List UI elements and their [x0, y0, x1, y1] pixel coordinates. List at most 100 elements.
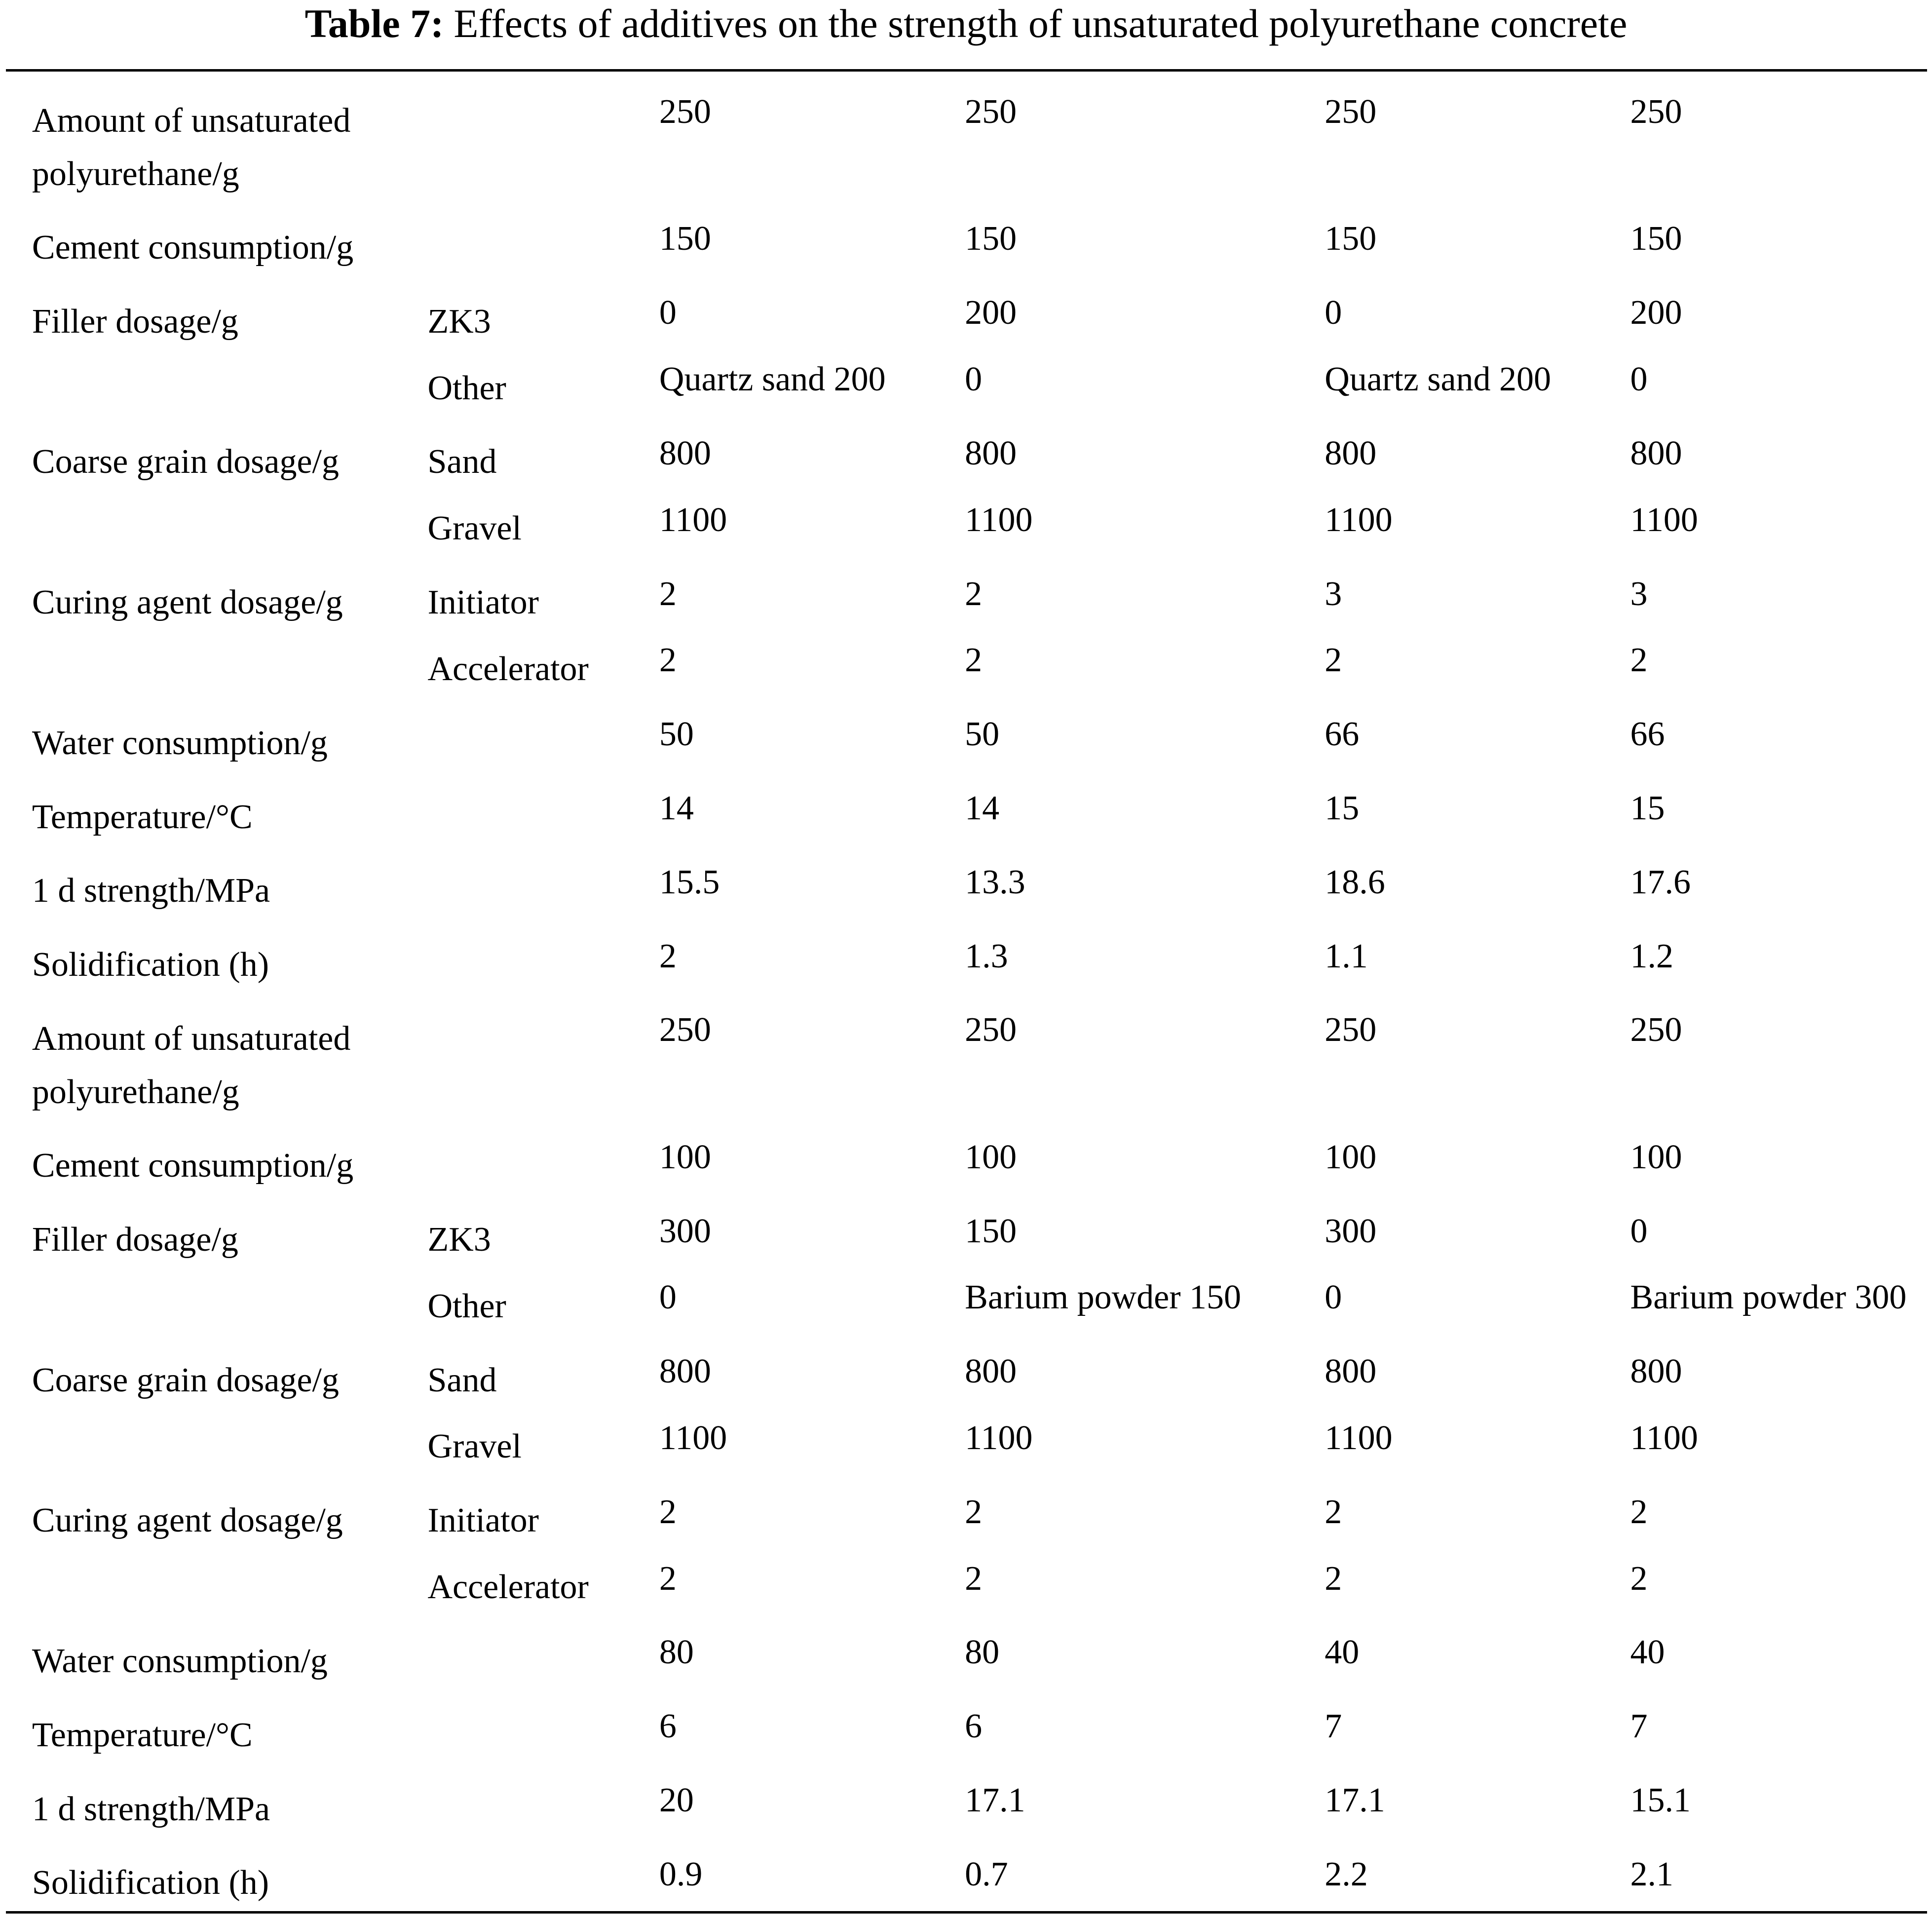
cell-value: 150	[965, 1212, 1017, 1250]
cell-value: 0	[659, 1278, 677, 1317]
cell-value: 150	[659, 220, 711, 258]
cell-value: 1100	[659, 500, 727, 539]
cell-value: 1.1	[1325, 937, 1368, 975]
cell-value: 14	[965, 789, 1000, 828]
cell-value: 2	[1325, 1559, 1342, 1598]
cell-value: 17.6	[1630, 863, 1691, 901]
cell-value: 17.1	[1325, 1781, 1385, 1820]
cell-value: 15.5	[659, 863, 720, 901]
cell-value: 2.2	[1325, 1855, 1368, 1893]
table-caption: Table 7: Effects of additives on the stre…	[0, 0, 1932, 47]
cell-value: Barium powder 150	[965, 1278, 1242, 1317]
cell-value: 800	[659, 434, 711, 472]
cell-value: 1100	[965, 500, 1033, 539]
cell-value: 100	[965, 1138, 1017, 1176]
row-sublabel: Initiator	[427, 1501, 539, 1540]
cell-value: 250	[965, 1011, 1017, 1049]
cell-value: 13.3	[965, 863, 1025, 901]
cell-value: 2.1	[1630, 1855, 1674, 1893]
cell-value: 150	[965, 220, 1017, 258]
cell-value: 0	[659, 294, 677, 332]
cell-value: 0	[1630, 1212, 1648, 1250]
cell-value: 2	[965, 575, 983, 613]
cell-value: 66	[1630, 715, 1665, 754]
row-sublabel: Sand	[427, 443, 497, 481]
cell-value: Quartz sand 200	[1325, 360, 1552, 399]
row-label: Cement consumption/g	[32, 228, 354, 267]
cell-value: 2	[659, 641, 677, 680]
row-label: Curing agent dosage/g	[32, 1501, 343, 1540]
cell-value: 14	[659, 789, 694, 828]
cell-value: 0	[1630, 360, 1648, 399]
top-rule	[6, 69, 1927, 72]
caption-label: Table 7:	[304, 1, 444, 46]
row-sublabel: Other	[427, 1287, 506, 1325]
row-label: Amount of unsaturated polyurethane/g	[32, 1019, 351, 1111]
row-label: Filler dosage/g	[32, 302, 238, 341]
cell-value: 800	[1630, 434, 1682, 472]
row-label: Solidification (h)	[32, 1864, 269, 1902]
cell-value: 15.1	[1630, 1781, 1691, 1820]
cell-value: 300	[659, 1212, 711, 1250]
cell-value: 200	[1630, 294, 1682, 332]
cell-value: 2	[1630, 641, 1648, 680]
cell-value: 2	[659, 1559, 677, 1598]
cell-value: 250	[1325, 93, 1377, 131]
cell-value: 200	[965, 294, 1017, 332]
cell-value: 1.3	[965, 937, 1008, 975]
row-label: Water consumption/g	[32, 724, 328, 762]
cell-value: 100	[1630, 1138, 1682, 1176]
cell-value: 2	[659, 937, 677, 975]
cell-value: 3	[1630, 575, 1648, 613]
cell-value: 1100	[659, 1419, 727, 1457]
row-label: 1 d strength/MPa	[32, 1790, 270, 1828]
cell-value: 1100	[1630, 500, 1698, 539]
cell-value: 1100	[1630, 1419, 1698, 1457]
cell-value: 2	[965, 1493, 983, 1531]
cell-value: 15	[1630, 789, 1665, 828]
cell-value: 250	[1630, 1011, 1682, 1049]
cell-value: 2	[1325, 1493, 1342, 1531]
cell-value: 2	[659, 1493, 677, 1531]
row-label: Curing agent dosage/g	[32, 583, 343, 622]
row-label: Temperature/°C	[32, 1716, 253, 1754]
row-label: Cement consumption/g	[32, 1147, 354, 1185]
cell-value: 80	[659, 1633, 694, 1672]
cell-value: 300	[1325, 1212, 1377, 1250]
row-label: Water consumption/g	[32, 1642, 328, 1680]
cell-value: 150	[1325, 220, 1377, 258]
cell-value: 1100	[1325, 500, 1393, 539]
row-label: Coarse grain dosage/g	[32, 1361, 339, 1399]
row-sublabel: ZK3	[427, 302, 491, 341]
cell-value: 1100	[965, 1419, 1033, 1457]
cell-value: 2	[659, 575, 677, 613]
cell-value: 1100	[1325, 1419, 1393, 1457]
cell-value: 250	[965, 93, 1017, 131]
row-label: Solidification (h)	[32, 946, 269, 984]
row-sublabel: Gravel	[427, 1427, 522, 1466]
cell-value: 100	[659, 1138, 711, 1176]
row-label: Filler dosage/g	[32, 1220, 238, 1259]
row-sublabel: Accelerator	[427, 1568, 589, 1607]
cell-value: 0	[1325, 294, 1342, 332]
cell-value: 0.7	[965, 1855, 1008, 1893]
cell-value: 80	[965, 1633, 1000, 1672]
cell-value: 3	[1325, 575, 1342, 613]
cell-value: 2	[1325, 641, 1342, 680]
row-sublabel: ZK3	[427, 1220, 491, 1259]
cell-value: 2	[1630, 1493, 1648, 1531]
cell-value: 100	[1325, 1138, 1377, 1176]
bottom-rule	[6, 1911, 1927, 1914]
cell-value: 800	[1325, 434, 1377, 472]
row-label: Amount of unsaturated polyurethane/g	[32, 101, 351, 193]
cell-value: 250	[659, 93, 711, 131]
cell-value: 15	[1325, 789, 1360, 828]
cell-value: 18.6	[1325, 863, 1385, 901]
cell-value: 40	[1630, 1633, 1665, 1672]
cell-value: Quartz sand 200	[659, 360, 886, 399]
cell-value: 0	[965, 360, 983, 399]
row-label: 1 d strength/MPa	[32, 872, 270, 910]
cell-value: 6	[965, 1707, 983, 1746]
row-label: Coarse grain dosage/g	[32, 443, 339, 481]
